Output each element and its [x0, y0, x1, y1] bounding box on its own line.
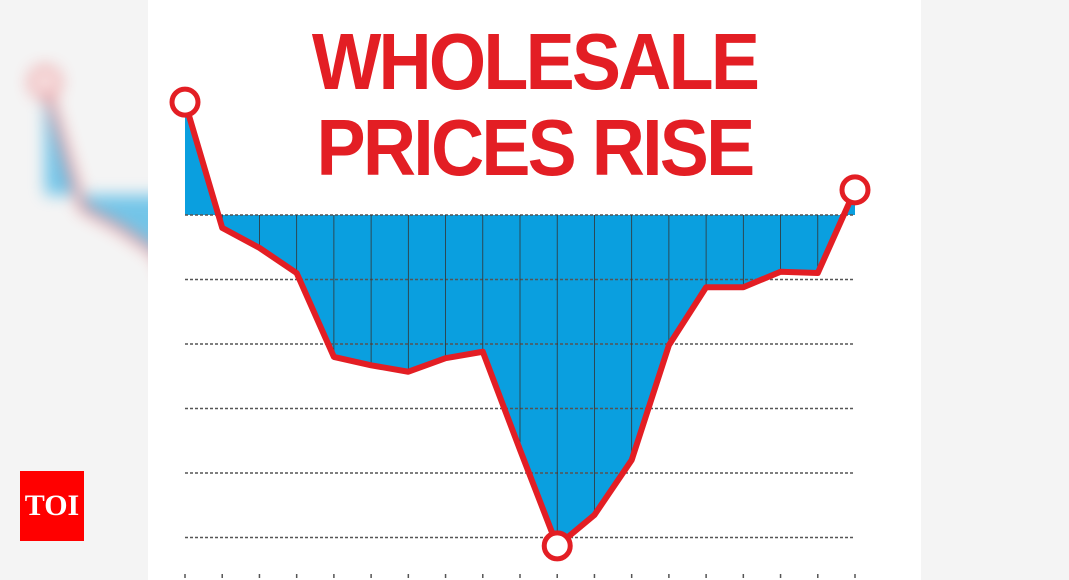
data-point-marker: [541, 530, 573, 562]
chart-title-line-1: WHOLESALE: [311, 17, 760, 106]
chart-group: [169, 86, 871, 578]
data-point-marker: [839, 174, 871, 206]
series-line: [182, 101, 858, 549]
toi-logo: TOI: [20, 471, 84, 541]
chart-title-line-2: PRICES RISE: [316, 103, 756, 192]
data-point-marker: [29, 66, 61, 98]
data-point-marker: [169, 86, 201, 118]
